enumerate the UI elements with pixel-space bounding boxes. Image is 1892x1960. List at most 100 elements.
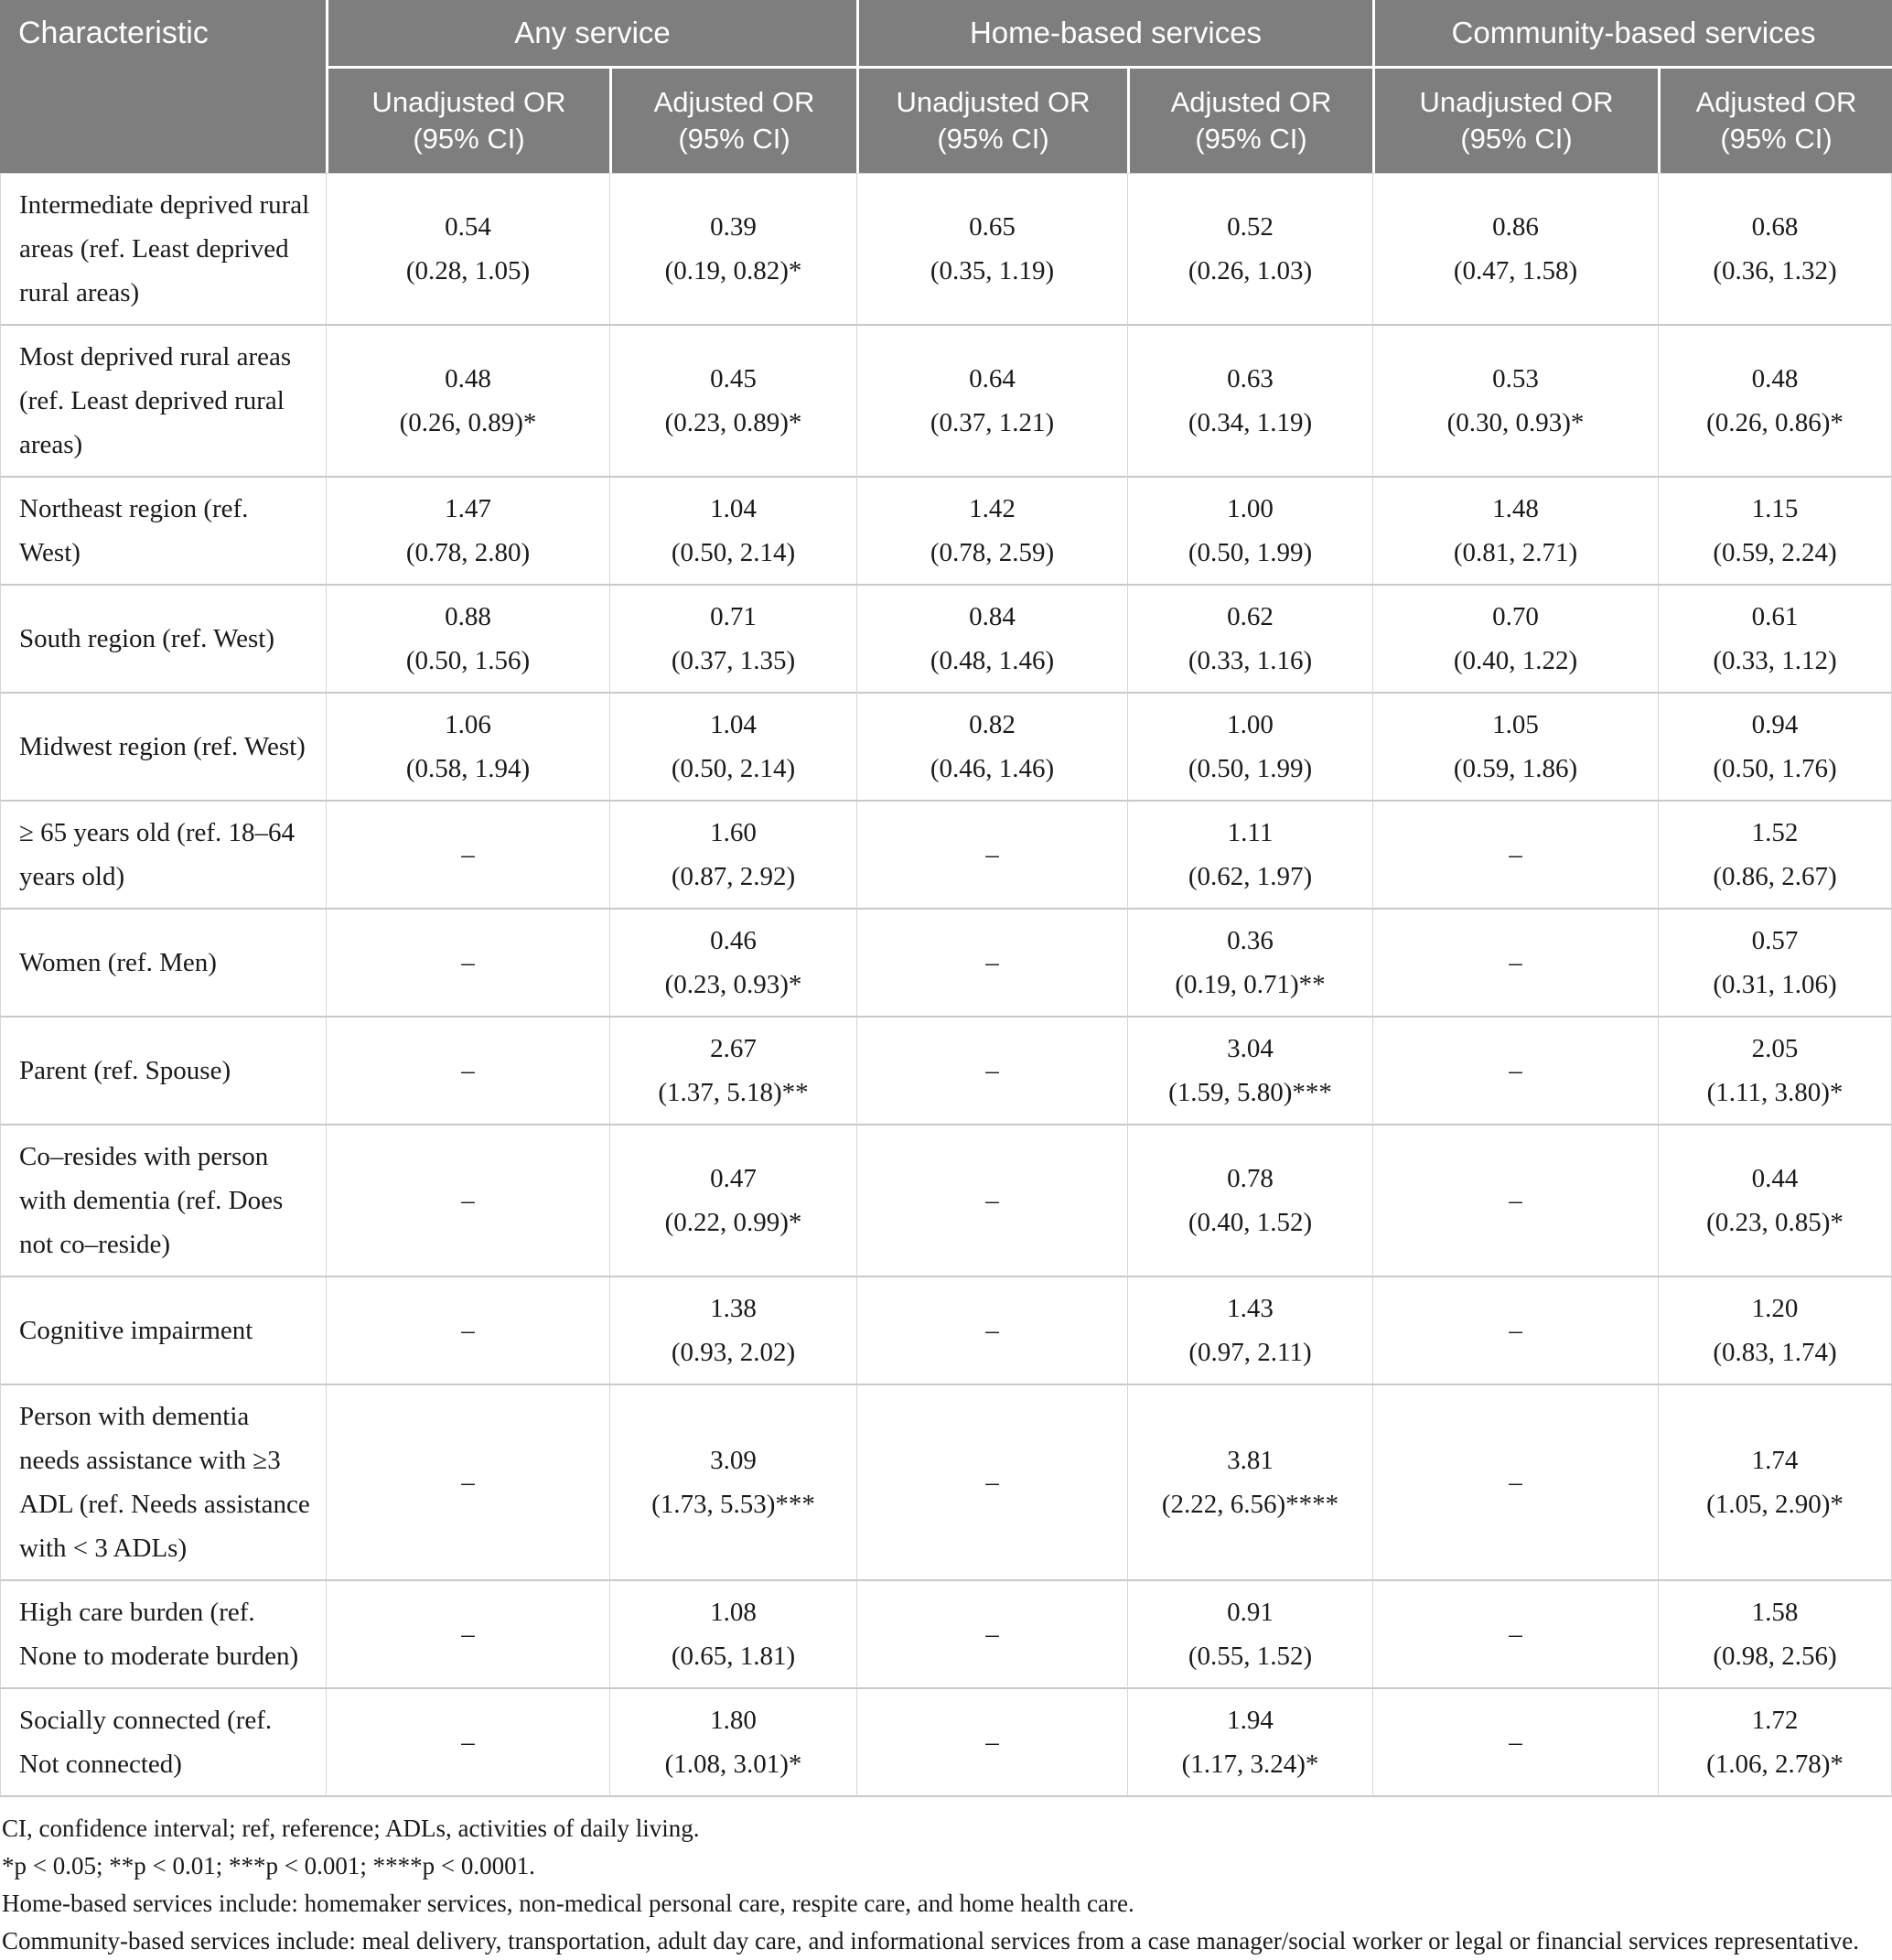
or-value: –: [985, 1186, 999, 1215]
col-header-any-unadjusted: Unadjusted OR (95% CI): [326, 66, 609, 173]
row-label: Northeast region (ref. West): [0, 478, 326, 586]
or-ci-cell: 3.09 (1.73, 5.53)***: [609, 1385, 856, 1581]
ci-value: (0.33, 1.16): [1188, 646, 1313, 675]
table-footnotes: CI, confidence interval; ref, reference;…: [0, 1797, 1892, 1960]
or-ci-cell: 0.84 (0.48, 1.46): [856, 586, 1127, 694]
or-ci-cell: 1.42 (0.78, 2.59): [856, 478, 1127, 586]
or-value: 0.57: [1751, 926, 1799, 955]
or-ci-cell: 0.39 (0.19, 0.82)*: [609, 173, 856, 326]
footnote-home-based-definition: Home-based services include: homemaker s…: [2, 1890, 1134, 1917]
or-value: 1.58: [1751, 1598, 1799, 1627]
ci-value: (1.73, 5.53)***: [651, 1490, 815, 1519]
or-ci-cell: 0.54 (0.28, 1.05): [326, 173, 609, 326]
table-row: Socially connected (ref. Not connected) …: [0, 1689, 1892, 1797]
or-ci-cell: 1.48 (0.81, 2.71): [1372, 478, 1658, 586]
or-ci-cell: 1.06 (0.58, 1.94): [326, 694, 609, 802]
ci-value: (0.87, 2.92): [671, 862, 796, 891]
or-ci-cell: 1.47 (0.78, 2.80): [326, 478, 609, 586]
ci-value: (0.50, 1.99): [1188, 754, 1313, 783]
or-value: –: [1509, 1468, 1522, 1497]
or-value: –: [1509, 1316, 1522, 1345]
or-value: 0.54: [445, 212, 491, 242]
row-label: Parent (ref. Spouse): [0, 1018, 326, 1125]
or-ci-cell: 0.78 (0.40, 1.52): [1127, 1125, 1372, 1277]
group-header-home-based: Home-based services: [856, 0, 1372, 66]
or-value: 0.62: [1227, 602, 1274, 631]
ci-value: (0.23, 0.93)*: [664, 970, 802, 999]
or-ci-cell: 0.52 (0.26, 1.03): [1127, 173, 1372, 326]
or-value: –: [985, 1316, 999, 1345]
ci-value: (0.33, 1.12): [1713, 646, 1837, 675]
col-header-line2: (95% CI): [678, 123, 790, 155]
col-header-community-unadjusted: Unadjusted OR (95% CI): [1372, 66, 1658, 173]
or-ci-cell: 0.47 (0.22, 0.99)*: [609, 1125, 856, 1277]
or-value: 2.05: [1751, 1034, 1799, 1063]
or-value: –: [985, 948, 999, 977]
or-ci-cell: 1.38 (0.93, 2.02): [609, 1277, 856, 1385]
or-ci-cell: 1.94 (1.17, 3.24)*: [1127, 1689, 1372, 1797]
or-ci-cell: –: [326, 1385, 609, 1581]
or-value: –: [461, 1728, 475, 1757]
or-ci-cell: 2.67 (1.37, 5.18)**: [609, 1018, 856, 1125]
table-header: Characteristic Any service Home-based se…: [0, 0, 1892, 173]
table-row: ≥ 65 years old (ref. 18–64 years old) – …: [0, 802, 1892, 910]
ci-value: (0.93, 2.02): [671, 1338, 796, 1367]
or-ci-cell: 0.82 (0.46, 1.46): [856, 694, 1127, 802]
or-value: 0.52: [1227, 212, 1274, 242]
col-header-line1: Adjusted OR: [1170, 86, 1332, 118]
or-value: 0.71: [710, 602, 757, 631]
or-value: 1.08: [710, 1598, 757, 1627]
or-value: –: [461, 1468, 475, 1497]
or-value: 0.82: [969, 710, 1016, 739]
ci-value: (0.28, 1.05): [405, 256, 531, 285]
ci-value: (2.22, 6.56)****: [1161, 1490, 1339, 1519]
or-value: –: [1509, 1186, 1522, 1215]
col-header-community-adjusted: Adjusted OR (95% CI): [1658, 66, 1892, 173]
col-header-line2: (95% CI): [937, 123, 1049, 155]
or-value: 0.48: [445, 364, 491, 393]
or-ci-cell: 0.68 (0.36, 1.32): [1658, 173, 1892, 326]
or-ci-cell: 0.44 (0.23, 0.85)*: [1658, 1125, 1892, 1277]
ci-value: (0.55, 1.52): [1188, 1642, 1313, 1671]
ci-value: (0.98, 2.56): [1713, 1642, 1837, 1671]
or-value: 0.91: [1227, 1598, 1274, 1627]
or-value: 2.67: [710, 1034, 757, 1063]
or-value: 3.81: [1227, 1446, 1274, 1475]
or-value: 0.86: [1492, 212, 1539, 242]
or-ci-cell: –: [856, 1581, 1127, 1689]
or-value: 1.11: [1227, 818, 1274, 847]
col-header-line1: Adjusted OR: [1695, 86, 1857, 118]
or-value: 0.39: [710, 212, 757, 242]
or-value: 0.65: [969, 212, 1016, 242]
or-ci-cell: –: [856, 802, 1127, 910]
ci-value: (0.37, 1.21): [930, 408, 1055, 437]
or-ci-cell: 0.70 (0.40, 1.22): [1372, 586, 1658, 694]
or-value: 1.15: [1751, 494, 1799, 523]
ci-value: (0.36, 1.32): [1713, 256, 1837, 285]
ci-value: (0.62, 1.97): [1188, 862, 1313, 891]
col-header-home-adjusted: Adjusted OR (95% CI): [1127, 66, 1372, 173]
or-ci-cell: –: [856, 1018, 1127, 1125]
or-value: 0.68: [1751, 212, 1799, 242]
or-value: –: [985, 1728, 999, 1757]
ci-value: (0.78, 2.80): [405, 538, 531, 567]
table-body: Intermediate deprived rural areas (ref. …: [0, 173, 1892, 1797]
table-row: Co–resides with person with dementia (re…: [0, 1125, 1892, 1277]
ci-value: (0.40, 1.52): [1188, 1208, 1313, 1237]
or-value: 1.00: [1227, 710, 1274, 739]
or-value: 1.74: [1751, 1446, 1799, 1475]
or-ci-cell: 1.00 (0.50, 1.99): [1127, 694, 1372, 802]
col-header-line1: Unadjusted OR: [371, 86, 566, 118]
table-row: Intermediate deprived rural areas (ref. …: [0, 173, 1892, 326]
or-value: 0.88: [445, 602, 491, 631]
ci-value: (1.37, 5.18)**: [658, 1078, 809, 1107]
or-ci-cell: –: [326, 1277, 609, 1385]
col-header-line1: Unadjusted OR: [1419, 86, 1614, 118]
ci-value: (0.23, 0.89)*: [664, 408, 802, 437]
or-value: 0.48: [1751, 364, 1799, 393]
col-header-home-unadjusted: Unadjusted OR (95% CI): [856, 66, 1127, 173]
col-header-line1: Unadjusted OR: [896, 86, 1091, 118]
footnote-community-based-definition: Community-based services include: meal d…: [2, 1927, 1859, 1955]
ci-value: (0.78, 2.59): [930, 538, 1055, 567]
row-label: ≥ 65 years old (ref. 18–64 years old): [0, 802, 326, 910]
